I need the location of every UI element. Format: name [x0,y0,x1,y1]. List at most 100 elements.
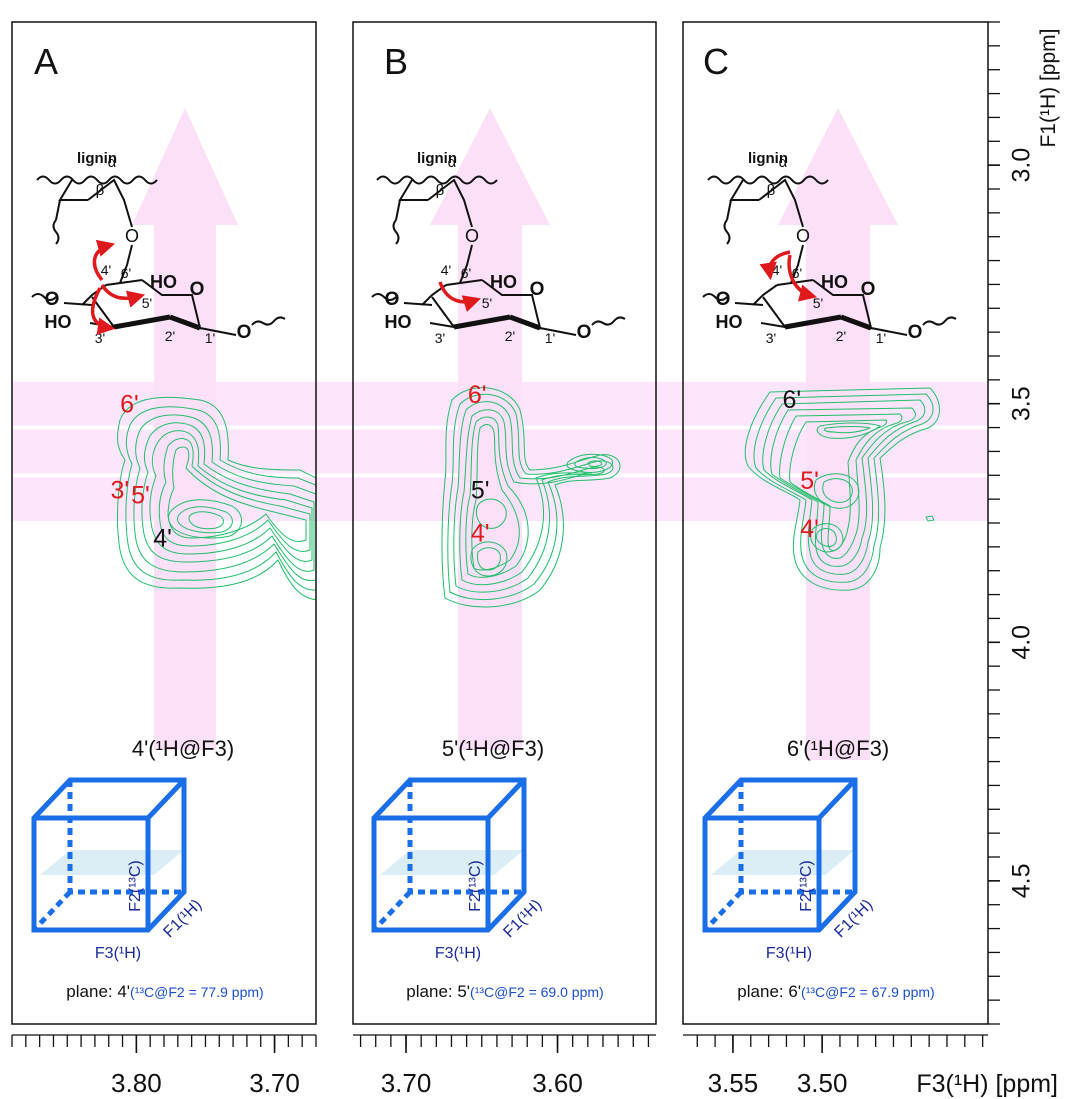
x-tick-label: 3.70 [381,1068,432,1098]
cube-axis-label: F3(¹H) [766,945,812,962]
y-tick-label: 3.5 [1008,386,1036,421]
structure-label: O [908,322,923,343]
structure-label: 2' [836,328,846,344]
y-tick-label: 4.5 [1008,863,1036,898]
structure-label: 5' [142,295,152,311]
bond [509,314,541,331]
bond [790,244,804,284]
structure-label: O [530,279,545,300]
bond [105,279,143,286]
cube-axis-label: F1(¹H) [160,896,205,941]
panel-b-cube-diagram: F3(¹H) F1(¹H) F2(¹³C) [371,777,545,962]
panel-b: B 6' 5' 4' 5'(¹H@F3) plane: 5'(¹³C@F2 = 69… [352,21,657,1098]
panel-a-cube-diagram: F3(¹H) F1(¹H) F2(¹³C) [31,777,205,962]
cube-axis-label: F3(¹H) [95,945,141,962]
bond [729,179,759,201]
y-axis: 3.0 3.5 4.0 4.5 [988,21,1036,1025]
cube-edge [34,778,186,821]
panel-b-letter: B [384,41,408,82]
structure-label: 5' [482,295,492,311]
panel-b-arrow [430,108,550,750]
bond [840,314,872,331]
panel-a-frame [11,21,317,1025]
structure-label: O [237,322,252,343]
panel-a-slice-label: 4'(¹H@F3) [132,736,234,761]
bond [113,314,171,330]
panel-c-peak-labels: 6' 5' 4' [782,386,819,543]
bond [591,316,626,326]
y-tick-label: 4.0 [1008,625,1036,660]
bond [392,219,400,245]
bond [403,302,433,306]
bond [734,302,764,306]
structure-label: β [96,182,105,199]
cube-edge [372,890,412,932]
panel-a-letter: A [34,41,58,82]
panel-b-frame [352,21,657,1025]
cube-axis-label: F2(¹³C) [798,860,815,912]
structure-label: 6' [792,265,802,281]
structure-label: α [779,154,788,171]
panel-c-x-axis: 3.55 3.50 [683,1034,988,1098]
structure-label: α [108,154,117,171]
bond [169,314,201,331]
cube-axis-label: F1(¹H) [831,896,876,941]
structure-label: 6' [121,265,131,281]
structure-label: O [190,279,205,300]
structure-label: 1' [876,330,886,346]
bond [453,314,511,330]
structure-label: 3' [435,330,445,346]
structure-label: 4' [772,262,782,278]
structure-label: α [448,154,457,171]
panel-b-plane-label: plane: 5'(¹³C@F2 = 69.0 ppm) [406,982,603,1001]
bond [784,314,842,330]
bond [371,293,397,301]
panel-b-peak-labels: 6' 5' 4' [468,381,490,547]
y-axis-label: F1(¹H) [ppm] [1037,28,1060,147]
structure-label: HO [150,272,177,292]
bond [870,327,908,336]
cube-axis-label: F2(¹³C) [127,860,144,912]
structure-label: lignin [417,150,457,167]
x-axis-label: F3(¹H) [ppm] [916,1070,1058,1098]
panel-a-correlation-arrows [90,239,146,335]
panel-a: A 6'3' 5'4' 4'(¹H@F3) plane: 4'(¹³C@F2 = … [11,21,317,1098]
bond [429,322,455,328]
bond [459,244,473,284]
structure-label: O [465,226,479,246]
panel-c-plane-label: plane: 6'(¹³C@F2 = 67.9 ppm) [737,982,934,1001]
structure-label: 2' [165,328,175,344]
structure-label: lignin [77,150,117,167]
cube-axis-label: F1(¹H) [500,896,545,941]
bond [376,175,498,185]
structure-label: 6' [461,265,471,281]
structure-label: 3' [95,330,105,346]
peak-label: 5' [800,467,819,495]
panel-a-peak-labels: 6' 3' 5'4' [110,391,172,553]
panel-a-contours [117,396,316,601]
bond [723,219,731,245]
bond [427,178,473,228]
cube-edge [32,890,72,932]
bond [758,178,804,228]
bond [63,302,93,306]
cube-edge [371,777,527,933]
peak-label: 6' [782,386,801,414]
structure-label: β [767,182,776,199]
structure-label: 3' [766,330,776,346]
structure-label: 4' [441,262,451,278]
bond [395,199,401,221]
bond [702,293,728,301]
panel-b-correlation-arrows [438,281,482,313]
bond [81,284,107,306]
peak-label: 5' [471,477,490,505]
bond [55,199,61,221]
cube-edge [703,890,743,932]
cube-edge [31,777,187,933]
structure-label: lignin [748,150,788,167]
structure-label: 4' [101,262,111,278]
bond [752,284,778,306]
panel-c-letter: C [703,41,729,82]
